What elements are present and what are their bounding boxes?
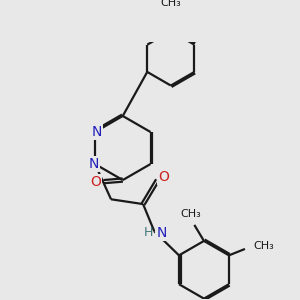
Text: N: N <box>156 226 167 240</box>
Text: N: N <box>88 157 99 171</box>
Text: CH₃: CH₃ <box>160 0 181 8</box>
Text: N: N <box>92 125 102 139</box>
Text: CH₃: CH₃ <box>253 241 274 251</box>
Text: H: H <box>144 226 153 239</box>
Text: CH₃: CH₃ <box>181 208 202 218</box>
Text: O: O <box>90 175 101 189</box>
Text: O: O <box>158 170 169 184</box>
